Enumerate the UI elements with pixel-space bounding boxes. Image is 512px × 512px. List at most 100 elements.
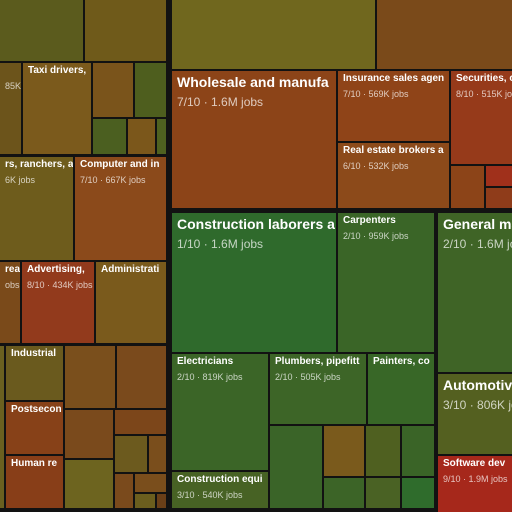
treemap-tile	[377, 0, 512, 69]
treemap-tile-rect	[75, 157, 166, 260]
treemap-tile: Human re	[6, 456, 63, 508]
treemap-tile-rect	[451, 71, 512, 164]
tile-value: 7/10 · 569K jobs	[343, 89, 409, 99]
treemap-tile: Insurance sales agen 7/10 · 569K jobs	[338, 71, 449, 141]
tile-label: Taxi drivers,	[28, 65, 86, 76]
treemap-tile-rect	[96, 262, 166, 343]
treemap-tile-rect	[438, 213, 512, 372]
treemap-tile	[128, 119, 155, 154]
tile-label: Insurance sales agen	[343, 73, 444, 84]
tile-value: 2/10 · 505K jobs	[275, 372, 341, 382]
treemap-tile-rect	[270, 426, 322, 508]
treemap-tile-rect	[172, 213, 336, 352]
treemap-tile	[0, 346, 4, 508]
treemap-tile: Postsecon	[6, 402, 63, 454]
tile-label: rs, ranchers, a	[5, 159, 74, 170]
treemap-tile-rect	[85, 0, 166, 61]
treemap-tile: Automotiv 3/10 · 806K jobs	[438, 374, 512, 454]
treemap-tile-rect	[270, 354, 366, 424]
tile-value: 2/10 · 959K jobs	[343, 231, 409, 241]
tile-label: Industrial	[11, 348, 56, 359]
treemap-tile-rect	[486, 166, 512, 186]
tile-value: 7/10 · 1.6M jobs	[177, 95, 263, 109]
treemap-tile-rect	[377, 0, 512, 69]
treemap-tile-rect	[128, 119, 155, 154]
treemap-tile	[115, 410, 166, 434]
treemap-tile-rect	[366, 426, 400, 476]
tile-label: Automotiv	[443, 377, 512, 393]
treemap-tile-rect	[117, 346, 166, 408]
treemap-tile-rect	[368, 354, 434, 424]
treemap-tile-rect	[338, 71, 449, 141]
tile-value: 1/10 · 1.6M jobs	[177, 237, 263, 251]
treemap-tile: Advertising, 8/10 · 434K jobs	[22, 262, 94, 343]
tile-label: Computer and in	[80, 159, 159, 170]
treemap-tile: Carpenters 2/10 · 959K jobs	[338, 213, 434, 352]
treemap-tile-rect	[486, 188, 512, 208]
treemap-tile-rect	[65, 410, 113, 458]
treemap-tile: Computer and in 7/10 · 667K jobs	[75, 157, 166, 260]
treemap-tile-rect	[65, 346, 115, 408]
treemap-tile	[135, 63, 166, 117]
treemap-tile-rect	[135, 63, 166, 117]
tile-value: 85K jobs	[5, 81, 41, 91]
treemap-tile-rect	[172, 0, 375, 69]
treemap-tile	[172, 0, 375, 69]
treemap-tile	[486, 188, 512, 208]
treemap-tile-rect	[135, 494, 155, 508]
treemap-tile	[0, 0, 83, 61]
treemap-tile-rect	[438, 456, 512, 512]
treemap-tile: Wholesale and manufa 7/10 · 1.6M jobs	[172, 71, 336, 208]
treemap-tile-rect	[157, 119, 166, 154]
treemap-tile: rs, ranchers, a 6K jobs	[0, 157, 74, 260]
tile-label: Postsecon	[11, 404, 62, 415]
treemap-tile-rect	[172, 71, 336, 208]
tile-value: obs	[5, 280, 20, 290]
tile-label: Advertising,	[27, 264, 85, 275]
treemap-tile: Painters, co	[368, 354, 434, 424]
tile-label: Administrati	[101, 264, 160, 275]
treemap-tile-rect	[338, 213, 434, 352]
tile-value: 3/10 · 540K jobs	[177, 490, 243, 500]
treemap-tile	[117, 346, 166, 408]
treemap-tile: General ma 2/10 · 1.6M jobs	[438, 213, 512, 372]
treemap-tile-rect	[324, 426, 364, 476]
tile-label: Wholesale and manufa	[177, 74, 329, 90]
tile-label: Plumbers, pipefitt	[275, 356, 360, 367]
treemap-tile: Software dev 9/10 · 1.9M jobs	[438, 456, 512, 512]
tile-value: 3/10 · 806K jobs	[443, 398, 512, 412]
treemap-tile: Construction equi 3/10 · 540K jobs	[172, 472, 268, 508]
treemap-tile	[486, 166, 512, 186]
tile-label: Software dev	[443, 458, 506, 469]
treemap-tile-rect	[6, 456, 63, 508]
treemap-tile	[270, 426, 322, 508]
tile-value: 2/10 · 819K jobs	[177, 372, 243, 382]
treemap-tile	[366, 426, 400, 476]
treemap-tile	[115, 436, 147, 472]
treemap-tile-rect	[0, 0, 83, 61]
treemap-tile	[157, 119, 166, 154]
treemap-tile	[149, 436, 166, 472]
treemap-tile-rect	[451, 166, 484, 208]
tile-label: Painters, co	[373, 356, 430, 367]
treemap-tile-rect	[172, 472, 268, 508]
tile-label: Carpenters	[343, 215, 396, 226]
treemap-tile-rect	[402, 478, 434, 508]
treemap-tile-rect	[115, 474, 133, 508]
tile-value: 9/10 · 1.9M jobs	[443, 474, 508, 484]
treemap-tile	[135, 474, 166, 492]
treemap-tile	[93, 63, 133, 117]
treemap-tile	[324, 478, 364, 508]
treemap-tile	[402, 478, 434, 508]
tile-label: Construction equi	[177, 474, 263, 485]
treemap-tile: 85K jobs	[0, 63, 41, 154]
treemap-tile-rect	[366, 478, 400, 508]
treemap-tile-rect	[6, 346, 63, 400]
tile-value: 6/10 · 532K jobs	[343, 161, 409, 171]
treemap-tile-rect	[0, 262, 20, 343]
treemap-tile-rect	[22, 262, 94, 343]
treemap-tile	[65, 410, 113, 458]
treemap-tile-rect	[6, 402, 63, 454]
treemap-tile-rect	[0, 63, 21, 154]
